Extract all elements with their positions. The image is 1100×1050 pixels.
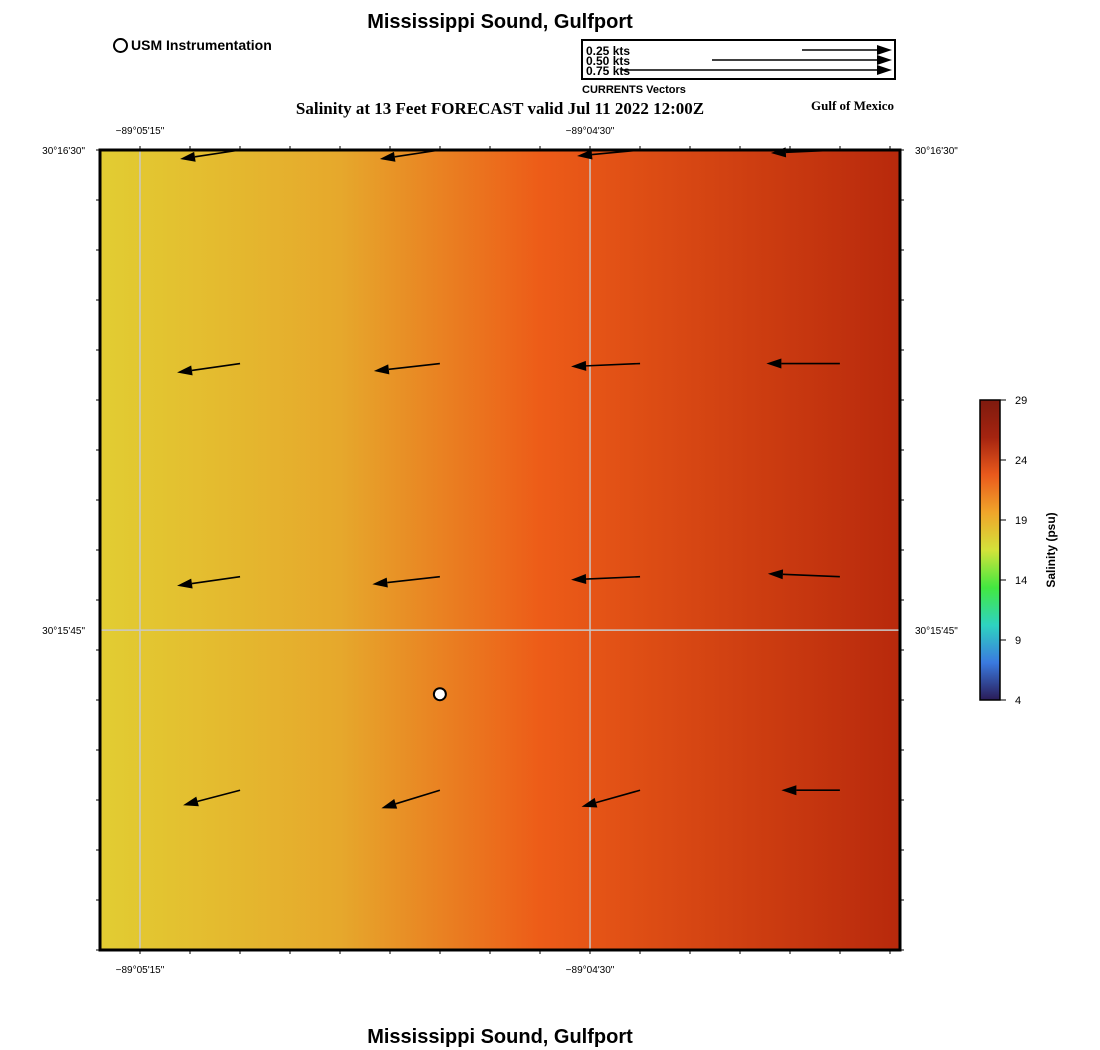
lat-tick-label-right: 30°15'45" [915, 626, 958, 637]
vector-shaft [782, 573, 840, 578]
vector-head [766, 358, 782, 369]
station-legend: USM Instrumentation [113, 37, 272, 53]
current-vector [767, 569, 840, 580]
vector-head [877, 65, 892, 75]
colorbar-tick-label: 24 [1015, 455, 1027, 467]
vector-head [372, 577, 388, 588]
station-legend-label: USM Instrumentation [131, 37, 272, 53]
map-frame [98, 148, 902, 952]
current-vector [183, 789, 241, 807]
lat-tick-label-left: 30°15'45" [42, 626, 85, 637]
map-subtitle: Salinity at 13 Feet FORECAST valid Jul 1… [295, 99, 705, 118]
vector-head [373, 364, 390, 375]
colorbar-ramp [979, 399, 1001, 701]
current-vector [571, 360, 641, 371]
vector-shaft [197, 789, 241, 803]
map-footer-title: Mississippi Sound, Gulfport [367, 1026, 633, 1048]
vector-head [177, 365, 193, 376]
region-label: Gulf of Mexico [811, 98, 895, 113]
colorbar-tick-label: 9 [1015, 635, 1021, 647]
vector-shaft [191, 362, 241, 372]
vector-head [571, 360, 587, 371]
vector-head [767, 569, 784, 580]
vector-shaft [387, 575, 440, 584]
vector-head [177, 578, 193, 589]
vector-shaft [595, 789, 641, 804]
vector-head [877, 45, 892, 55]
station-marker [432, 687, 447, 702]
reference-vector-label: 0.50 kts [586, 54, 630, 68]
lon-tick-label-bottom: −89°05'15" [116, 965, 165, 976]
colorbar-tick-label: 4 [1015, 695, 1021, 707]
vector-head [183, 796, 199, 807]
current-vector [177, 362, 241, 376]
vector-shaft [388, 362, 440, 371]
vector-head [379, 151, 396, 162]
current-vector [571, 574, 641, 585]
lon-tick-label-bottom: −89°04'30" [566, 965, 615, 976]
current-vector [381, 789, 441, 809]
vector-head [877, 55, 892, 65]
colorbar-tick-label: 14 [1015, 575, 1027, 587]
reference-vector-arrow [802, 45, 892, 55]
current-vector [372, 575, 440, 588]
vector-head [381, 799, 398, 809]
station-marker-icon [113, 37, 128, 53]
reference-vector-arrow [622, 65, 892, 75]
lon-tick-label-top: −89°05'15" [116, 126, 165, 137]
salinity-colorbar: 4 9 14 19 24 29 Salinity (psu) [979, 395, 1058, 707]
reference-vector-label: 0.75 kts [586, 64, 630, 78]
vector-head [781, 785, 797, 796]
lat-tick-label-right: 30°16'30" [915, 146, 958, 157]
reference-vector-arrow [712, 55, 892, 65]
current-vector [766, 358, 840, 369]
vector-shaft [191, 575, 241, 585]
lon-tick-label-top: −89°04'30" [566, 126, 615, 137]
colorbar-title: Salinity (psu) [1044, 512, 1058, 587]
current-vector [177, 575, 241, 589]
vector-legend-caption: CURRENTS Vectors [582, 84, 686, 96]
vector-head [571, 574, 587, 585]
vector-head [581, 797, 598, 808]
salinity-field [100, 150, 900, 950]
vector-shaft [586, 362, 641, 367]
map-title: Mississippi Sound, Gulfport [367, 11, 633, 33]
reference-vector-label: 0.25 kts [586, 44, 630, 58]
vector-head [180, 151, 196, 162]
lat-tick-label-left: 30°16'30" [42, 146, 85, 157]
vector-head [577, 149, 593, 160]
vector-shaft [586, 575, 641, 580]
colorbar-tick-label: 29 [1015, 395, 1027, 407]
current-vector [581, 789, 641, 808]
colorbar-tick-label: 19 [1015, 515, 1027, 527]
current-vector [781, 785, 840, 796]
vector-shaft [395, 789, 441, 805]
current-vector [373, 362, 440, 375]
